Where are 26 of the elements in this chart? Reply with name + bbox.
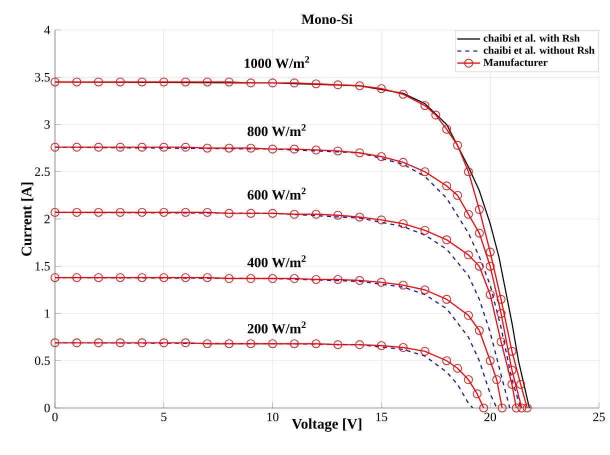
legend-label: chaibi et al. without Rsh (484, 46, 595, 54)
x-tick-label: 5 (161, 412, 166, 422)
y-tick-label: 4 (44, 26, 50, 34)
legend-label: Manufacturer (484, 58, 548, 66)
legend-label: chaibi et al. with Rsh (484, 34, 580, 42)
y-tick-label: 1 (45, 309, 50, 318)
annotation: 200 W/m$^{2}$ (248, 321, 306, 334)
y-tick-label: 0 (44, 404, 50, 412)
x-tick-label: 20 (484, 412, 496, 422)
annotation: 1000 W/m$^{2}$ (244, 56, 310, 68)
x-tick-label: 25 (593, 412, 605, 422)
x-tick-label: 15 (376, 412, 388, 422)
y-tick-label: 2 (44, 214, 50, 224)
x-axis-title: Voltage [V] (292, 418, 362, 432)
y-tick-label: 3 (44, 120, 50, 129)
y-tick-label: 0.5 (34, 356, 50, 366)
chart-title: Mono-Si (302, 14, 352, 24)
annotation: 600 W/m$^{2}$ (248, 188, 306, 200)
annotation: 800 W/m$^{2}$ (248, 124, 306, 136)
y-axis-title: Current [A] (21, 182, 34, 256)
y-tick-label: 3.5 (35, 72, 50, 82)
x-tick-label: 0 (52, 412, 58, 422)
y-tick-label: 2.5 (35, 167, 50, 176)
x-tick-label: 10 (267, 412, 278, 422)
y-tick-label: 1.5 (36, 262, 50, 271)
annotation: 400 W/m$^{2}$ (247, 255, 306, 268)
